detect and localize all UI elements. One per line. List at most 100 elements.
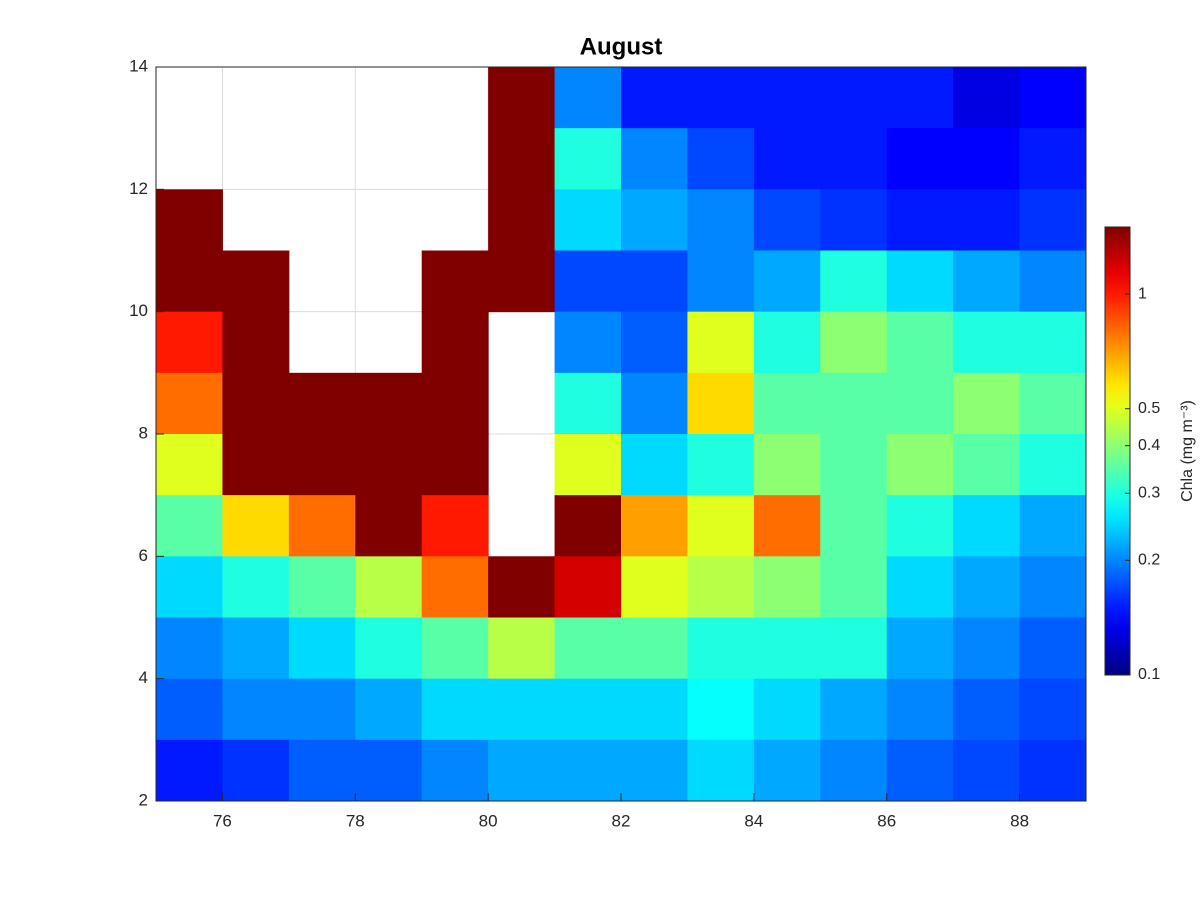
heatmap-cell bbox=[820, 434, 888, 496]
heatmap-cell bbox=[554, 495, 622, 557]
heatmap-cell bbox=[886, 678, 954, 741]
heatmap-cell bbox=[621, 678, 688, 741]
heatmap-cell bbox=[753, 372, 821, 435]
heatmap-cell bbox=[554, 434, 622, 496]
heatmap-cell bbox=[687, 128, 755, 190]
heatmap-cell bbox=[488, 556, 556, 618]
heatmap-cell bbox=[222, 372, 290, 435]
heatmap-cell bbox=[156, 495, 223, 557]
heatmap-cell bbox=[753, 556, 821, 618]
heatmap-cell bbox=[222, 434, 290, 496]
heatmap-cell bbox=[156, 617, 223, 680]
heatmap-cell bbox=[687, 67, 755, 129]
heatmap-cell bbox=[820, 739, 888, 802]
heatmap-cell bbox=[820, 556, 888, 618]
heatmap-cell bbox=[554, 617, 622, 680]
heatmap-cell bbox=[222, 678, 290, 741]
y-tick-label: 4 bbox=[139, 668, 148, 687]
heatmap-cell bbox=[753, 739, 821, 802]
heatmap-cell bbox=[222, 739, 290, 802]
heatmap-cell bbox=[953, 434, 1021, 496]
heatmap-cell bbox=[1019, 617, 1087, 680]
heatmap-cell bbox=[421, 678, 489, 741]
heatmap-cell bbox=[820, 189, 888, 251]
heatmap-cell bbox=[621, 189, 688, 251]
heatmap-cell bbox=[753, 128, 821, 190]
colorbar-tick-label: 0.1 bbox=[1138, 666, 1160, 683]
heatmap-cell bbox=[753, 189, 821, 251]
x-tick-label: 78 bbox=[346, 811, 365, 830]
heatmap-cell bbox=[488, 189, 556, 251]
x-tick-label: 86 bbox=[877, 811, 896, 830]
heatmap-cell bbox=[421, 495, 489, 557]
colorbar-tick-label: 0.5 bbox=[1138, 400, 1160, 417]
x-tick-label: 82 bbox=[612, 811, 631, 830]
heatmap-cell bbox=[953, 495, 1021, 557]
heatmap-cell bbox=[421, 556, 489, 618]
heatmap-cell bbox=[288, 556, 356, 618]
heatmap-cell bbox=[820, 67, 888, 129]
heatmap-cell bbox=[355, 617, 423, 680]
heatmap-cell bbox=[156, 311, 223, 374]
heatmap-cell bbox=[820, 250, 888, 313]
colorbar-tick-label: 1 bbox=[1138, 285, 1147, 302]
heatmap-cell bbox=[156, 189, 223, 251]
heatmap-cell bbox=[953, 250, 1021, 313]
heatmap-cell bbox=[554, 250, 622, 313]
colorbar-label: Chla (mg m⁻³) bbox=[1179, 400, 1196, 502]
heatmap-cell bbox=[488, 67, 556, 129]
heatmap-cell bbox=[820, 678, 888, 741]
heatmap-cell bbox=[953, 311, 1021, 374]
heatmap-cell bbox=[621, 556, 688, 618]
heatmap-cell bbox=[1019, 556, 1087, 618]
heatmap-cell bbox=[753, 678, 821, 741]
heatmap-cell bbox=[886, 556, 954, 618]
heatmap-cell bbox=[687, 189, 755, 251]
heatmap-cell bbox=[953, 617, 1021, 680]
heatmap-cell bbox=[488, 678, 556, 741]
heatmap-cell bbox=[355, 556, 423, 618]
heatmap-cell bbox=[222, 617, 290, 680]
heatmap-cell bbox=[554, 372, 622, 435]
colorbar-tick-label: 0.4 bbox=[1138, 437, 1160, 454]
heatmap-cell bbox=[554, 189, 622, 251]
heatmap-cell bbox=[355, 678, 423, 741]
heatmap-cell bbox=[488, 128, 556, 190]
heatmap-cell bbox=[554, 128, 622, 190]
heatmap-cell bbox=[621, 67, 688, 129]
heatmap-cell bbox=[687, 434, 755, 496]
heatmap-cell bbox=[288, 495, 356, 557]
heatmap-cell bbox=[288, 617, 356, 680]
heatmap-cell bbox=[355, 739, 423, 802]
heatmap-cell bbox=[621, 495, 688, 557]
heatmap-cell bbox=[886, 495, 954, 557]
colorbar-tick-label: 0.2 bbox=[1138, 552, 1160, 569]
heatmap-cell bbox=[288, 739, 356, 802]
heatmap-cell bbox=[222, 311, 290, 374]
heatmap-cell bbox=[753, 495, 821, 557]
heatmap-cell bbox=[753, 67, 821, 129]
heatmap-cell bbox=[1019, 434, 1087, 496]
heatmap-cell bbox=[753, 617, 821, 680]
heatmap-cell bbox=[222, 250, 290, 313]
heatmap-cell bbox=[421, 617, 489, 680]
heatmap-cell bbox=[621, 617, 688, 680]
heatmap-cell bbox=[621, 128, 688, 190]
heatmap-cell bbox=[421, 250, 489, 313]
heatmap-cell bbox=[554, 678, 622, 741]
x-tick-label: 84 bbox=[744, 811, 763, 830]
heatmap-cell bbox=[488, 617, 556, 680]
heatmap-cell bbox=[953, 372, 1021, 435]
heatmap-cell bbox=[953, 189, 1021, 251]
heatmap-cell bbox=[288, 678, 356, 741]
heatmap-cell bbox=[421, 311, 489, 374]
heatmap-cell bbox=[687, 617, 755, 680]
heatmap-cell bbox=[687, 678, 755, 741]
heatmap-cell bbox=[886, 311, 954, 374]
heatmap-cell bbox=[222, 495, 290, 557]
heatmap-cell bbox=[1019, 67, 1087, 129]
heatmap-cell bbox=[820, 128, 888, 190]
y-tick-label: 2 bbox=[139, 790, 148, 809]
heatmap-cell bbox=[687, 311, 755, 374]
